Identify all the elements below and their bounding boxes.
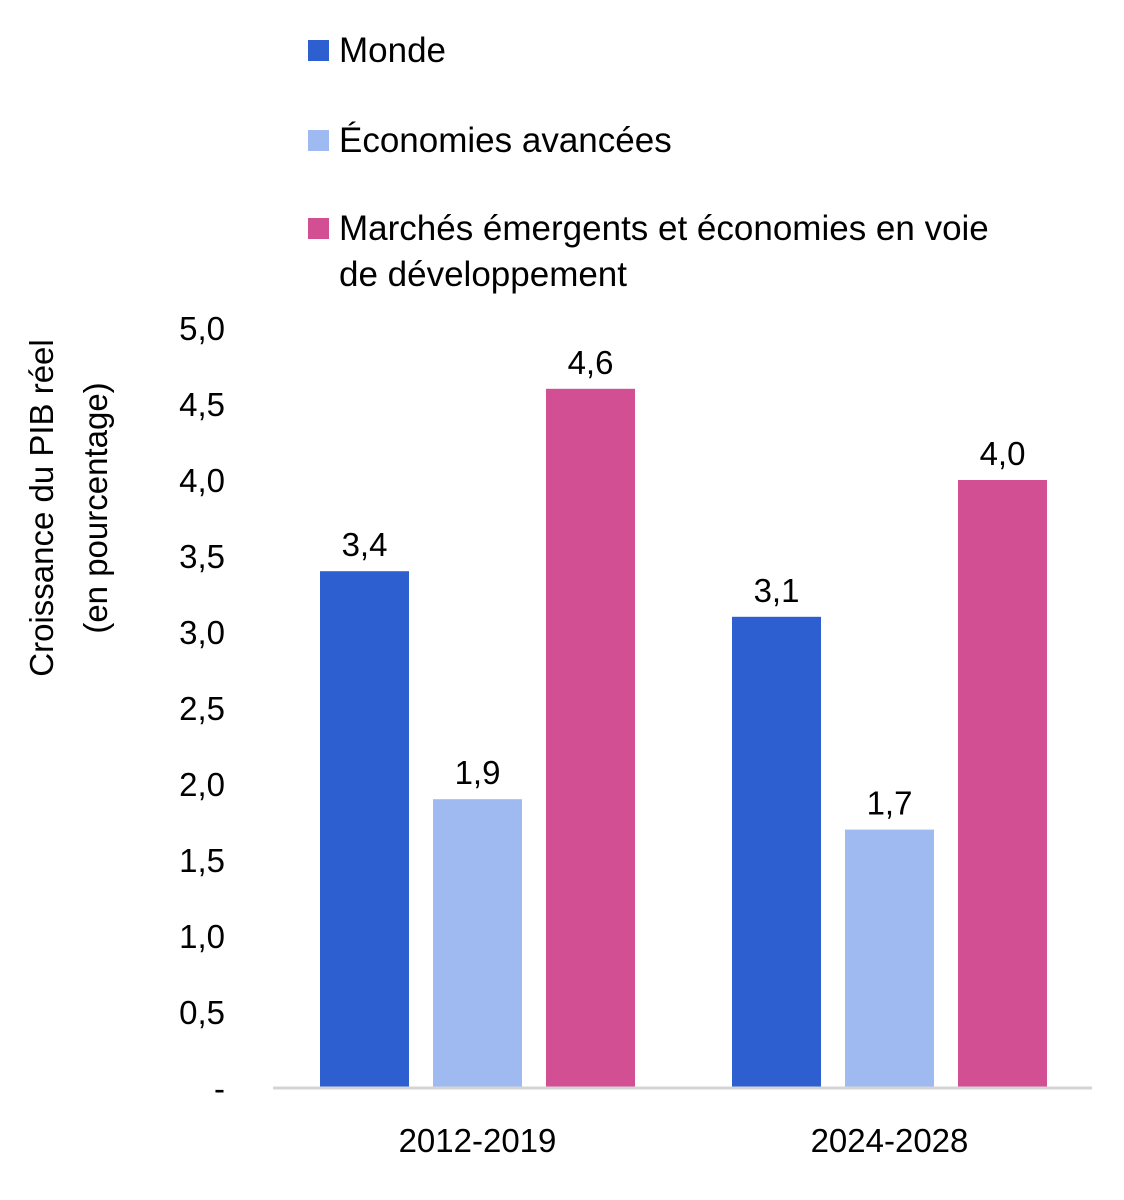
- x-axis-category-labels: 2012-2019 2024-2028: [399, 1122, 969, 1159]
- legend-label-monde: Monde: [339, 31, 447, 70]
- y-tick-label: 1,0: [179, 918, 225, 955]
- legend-swatch-marches-emergents: [308, 218, 329, 239]
- y-axis-ticks: - 0,5 1,0 1,5 2,0 2,5 3,0 3,5 4,0 4,5 5,0: [179, 310, 225, 1107]
- y-tick-label: -: [214, 1070, 225, 1107]
- y-tick-label: 4,5: [179, 386, 225, 423]
- y-tick-label: 3,0: [179, 614, 225, 651]
- bar: [958, 480, 1047, 1088]
- y-tick-label: 3,5: [179, 538, 225, 575]
- y-tick-label: 2,5: [179, 690, 225, 727]
- legend-swatch-monde: [308, 40, 329, 61]
- y-tick-label: 5,0: [179, 310, 225, 347]
- legend-label-economies-avancees: Économies avancées: [339, 121, 672, 160]
- legend-item-monde: Monde: [308, 28, 1019, 74]
- bar: [845, 829, 934, 1088]
- data-label: 1,7: [867, 785, 913, 822]
- y-axis-title-line2: (en pourcentage): [77, 382, 114, 633]
- bar: [320, 571, 409, 1088]
- legend-item-marches-emergents: Marchés émergents et économies en voie d…: [308, 206, 1019, 298]
- data-label: 4,0: [980, 435, 1026, 472]
- y-tick-label: 2,0: [179, 766, 225, 803]
- data-label: 3,1: [754, 572, 800, 609]
- bar: [546, 388, 635, 1088]
- y-axis-title-line1: Croissance du PIB réel: [23, 339, 60, 677]
- y-tick-label: 1,5: [179, 842, 225, 879]
- bar: [433, 799, 522, 1088]
- y-tick-label: 4,0: [179, 462, 225, 499]
- bars: [320, 388, 1047, 1088]
- bar: [732, 616, 821, 1088]
- x-category-label: 2012-2019: [399, 1122, 557, 1159]
- data-label: 3,4: [342, 526, 388, 563]
- data-label: 1,9: [455, 754, 501, 791]
- legend-item-economies-avancees: Économies avancées: [308, 118, 1019, 164]
- y-axis-title: Croissance du PIB réel (en pourcentage): [23, 339, 114, 677]
- data-label: 4,6: [568, 344, 614, 381]
- legend-label-marches-emergents: Marchés émergents et économies en voie d…: [339, 209, 989, 294]
- data-labels: 3,4 1,9 4,6 3,1 1,7 4,0: [342, 344, 1026, 822]
- y-tick-label: 0,5: [179, 994, 225, 1031]
- legend-swatch-economies-avancees: [308, 130, 329, 151]
- x-category-label: 2024-2028: [811, 1122, 969, 1159]
